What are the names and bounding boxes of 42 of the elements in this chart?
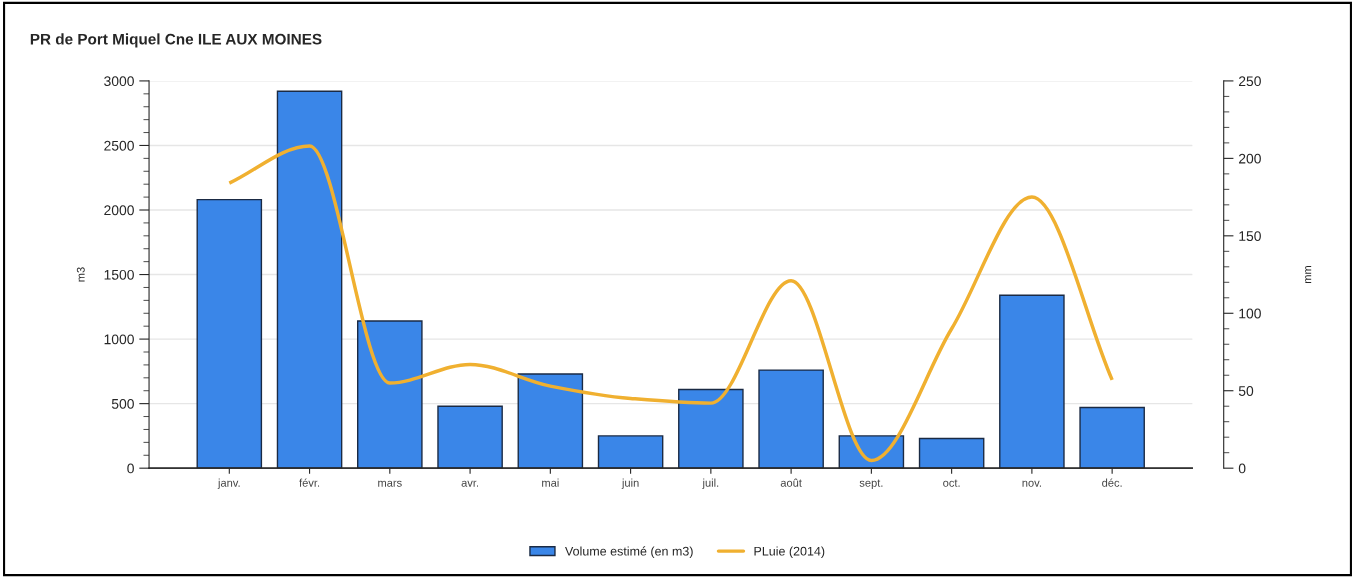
y2-axis-title: mm bbox=[1305, 266, 1312, 284]
y2-tick-label: 250 bbox=[1238, 76, 1261, 87]
bar bbox=[678, 388, 744, 469]
y-tick-label: 2500 bbox=[104, 140, 134, 151]
x-tick-label: mars bbox=[378, 480, 402, 487]
y-axis-title: m3 bbox=[76, 267, 85, 282]
x-tick-label: juin bbox=[621, 478, 639, 489]
y-tick-label: 500 bbox=[111, 398, 134, 409]
x-tick-label: sept. bbox=[859, 479, 883, 489]
y2-tick-label: 200 bbox=[1238, 153, 1261, 164]
y2-tick-label: 0 bbox=[1238, 463, 1246, 474]
y-tick-label: 2000 bbox=[104, 205, 134, 216]
y2-tick-label: 100 bbox=[1239, 308, 1261, 319]
y-tick-label: 3000 bbox=[104, 76, 134, 87]
y-tick-label: 1000 bbox=[104, 334, 134, 345]
bar bbox=[918, 437, 985, 469]
y2-tick-label: 50 bbox=[1238, 386, 1254, 396]
bar bbox=[1079, 406, 1145, 469]
y-tick-label: 1500 bbox=[104, 269, 134, 280]
x-tick-label: janv. bbox=[217, 478, 240, 489]
bar bbox=[597, 435, 664, 469]
x-tick-label: juil. bbox=[702, 478, 719, 489]
x-tick-label: mai bbox=[542, 478, 559, 487]
x-tick-label: déc. bbox=[1102, 478, 1122, 487]
bar bbox=[999, 294, 1065, 469]
bar bbox=[437, 405, 503, 469]
bar bbox=[196, 198, 263, 469]
bar bbox=[276, 90, 343, 469]
x-tick-label: août bbox=[780, 478, 802, 487]
bar bbox=[517, 373, 584, 469]
legend-label: Volume estimé (en m3) bbox=[565, 546, 693, 559]
bar bbox=[357, 320, 423, 469]
x-tick-label: nov. bbox=[1022, 480, 1041, 487]
y-tick-label: 0 bbox=[127, 463, 134, 474]
y2-tick-label: 150 bbox=[1239, 231, 1261, 241]
line-series bbox=[227, 144, 1114, 463]
x-tick-label: avr. bbox=[461, 480, 479, 487]
chart-title: PR de Port Miquel Cne ILE AUX MOINES bbox=[30, 33, 322, 48]
x-tick-label: févr. bbox=[299, 478, 320, 487]
bar bbox=[758, 369, 824, 469]
legend-label: PLuie (2014) bbox=[754, 546, 825, 559]
x-tick-label: oct. bbox=[943, 479, 960, 487]
